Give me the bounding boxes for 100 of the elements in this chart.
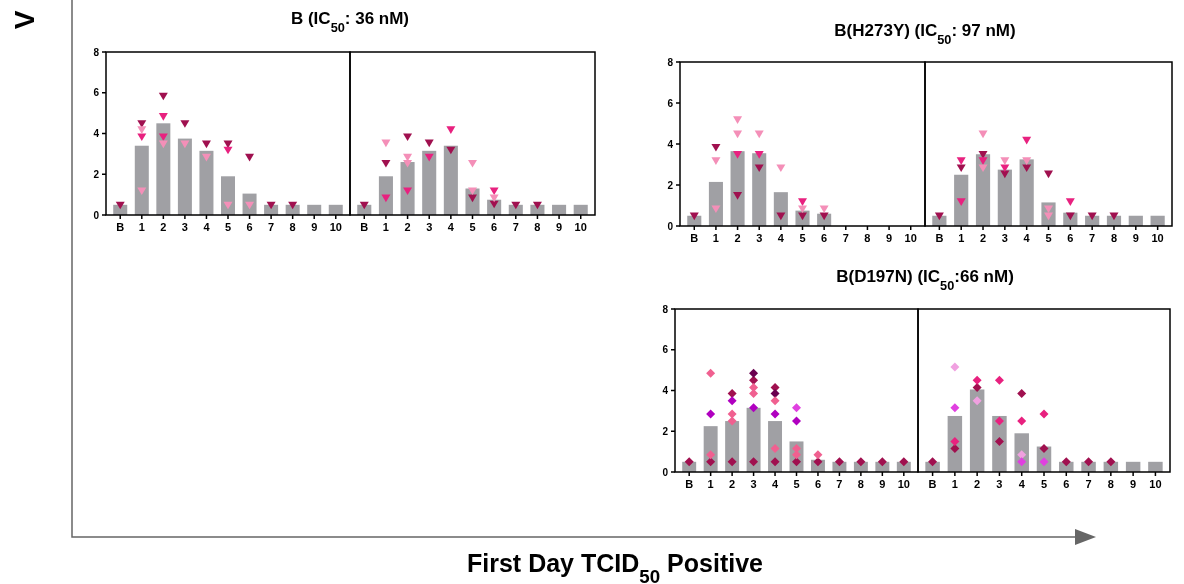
- point: [201, 153, 211, 162]
- x-tick-label: 5: [793, 478, 800, 490]
- x-tick-label: 2: [404, 221, 411, 233]
- bar: [1148, 461, 1163, 472]
- chart-title: B(H273Y) (IC$_{50}$: 97 nM): [834, 21, 1016, 47]
- x-tick-label: 5: [1040, 478, 1048, 490]
- x-tick-label: 7: [842, 232, 849, 244]
- bar: [752, 153, 767, 226]
- x-tick-label: 5: [224, 221, 232, 233]
- point: [1000, 164, 1010, 173]
- x-tick-label: 10: [329, 221, 342, 233]
- point: [137, 120, 147, 128]
- bar: [134, 145, 149, 215]
- x-tick-label: B: [690, 232, 699, 244]
- point: [245, 153, 255, 162]
- y-tick-label: 2: [667, 179, 674, 191]
- chart-title: B(D197N) (IC$_{50}$:66 nM): [836, 267, 1014, 293]
- point: [956, 198, 966, 206]
- x-tick-label: 6: [1063, 478, 1070, 490]
- bar: [975, 154, 991, 226]
- x-tick-label: 4: [771, 478, 779, 490]
- y-tick-label: 0: [662, 466, 669, 478]
- x-tick-label: 3: [996, 478, 1003, 490]
- x-tick-label: 6: [246, 221, 253, 233]
- bar: [708, 181, 723, 226]
- x-tick-label: 7: [836, 478, 843, 490]
- x-tick-label: 1: [382, 221, 389, 233]
- x-tick-label: 1: [712, 232, 719, 244]
- x-tick-label: 2: [160, 221, 167, 233]
- point: [158, 133, 168, 142]
- x-tick-label: 9: [556, 221, 563, 233]
- y-tick-label: 0: [667, 220, 674, 232]
- x-tick-label: 9: [1130, 478, 1137, 490]
- bar: [730, 151, 745, 226]
- y-tick-label: 8: [662, 303, 669, 315]
- bar: [954, 174, 969, 226]
- x-tick-label: 2: [729, 478, 736, 490]
- x-tick-label: 9: [886, 232, 893, 244]
- x-tick-label: 6: [1067, 232, 1074, 244]
- x-tick-label: 10: [904, 232, 917, 244]
- bar: [221, 176, 235, 215]
- bar: [773, 192, 788, 226]
- x-tick-label: B: [360, 221, 369, 233]
- bar: [199, 150, 214, 215]
- y-tick-label: 8: [667, 56, 674, 68]
- bar: [725, 421, 740, 472]
- x-tick-label: 3: [426, 221, 433, 233]
- x-tick-label: 3: [750, 478, 757, 490]
- x-tick-label: 4: [1023, 232, 1031, 244]
- bar: [177, 138, 192, 215]
- point: [1022, 136, 1032, 145]
- x-tick-label: 7: [268, 221, 275, 233]
- y-tick-label: 6: [93, 87, 100, 99]
- x-tick-label: 9: [879, 478, 886, 490]
- bar: [156, 123, 171, 215]
- y-tick-label: 4: [93, 128, 100, 139]
- x-tick-label: 8: [534, 221, 541, 233]
- x-tick-label: B: [116, 221, 125, 233]
- x-tick-label: B: [685, 478, 694, 490]
- bar: [997, 169, 1012, 226]
- x-tick-label: 8: [1110, 232, 1118, 244]
- point: [978, 157, 988, 165]
- bar: [443, 145, 458, 215]
- y-tick-label: 8: [93, 46, 100, 58]
- bar: [969, 389, 985, 472]
- x-tick-label: 2: [974, 478, 981, 490]
- y-tick-label: 6: [667, 97, 674, 109]
- x-tick-label: 4: [777, 232, 785, 244]
- y-tick-label: 6: [662, 344, 669, 356]
- x-tick-label: 9: [1132, 232, 1139, 244]
- x-tick-label: 3: [181, 221, 188, 233]
- bar: [400, 162, 415, 215]
- bar: [992, 415, 1007, 472]
- bar: [1019, 159, 1034, 226]
- y-tick-label: 2: [93, 168, 100, 180]
- x-tick-label: 2: [734, 232, 741, 244]
- y-tick-label: 2: [662, 425, 669, 437]
- x-tick-label: 4: [447, 221, 455, 233]
- x-tick-label: 2: [979, 232, 987, 244]
- x-tick-label: 7: [512, 221, 519, 233]
- x-tick-label: 6: [491, 221, 498, 233]
- x-tick-label: 5: [799, 232, 806, 244]
- y-tick-label: 4: [667, 138, 674, 150]
- x-tick-label: 8: [864, 232, 871, 244]
- x-tick-label: 4: [203, 221, 211, 233]
- x-tick-label: 3: [756, 232, 763, 244]
- x-tick-label: 1: [138, 221, 145, 233]
- x-tick-label: 10: [897, 478, 910, 490]
- point: [956, 164, 966, 173]
- x-tick-label: 6: [821, 232, 828, 244]
- bar: [378, 176, 393, 215]
- y-axis-title: V: [9, 10, 40, 30]
- point: [978, 151, 988, 159]
- x-tick-label: 7: [1085, 478, 1092, 490]
- x-tick-label: B: [935, 232, 944, 244]
- x-tick-label: 5: [469, 221, 476, 233]
- y-tick-label: 4: [662, 385, 669, 396]
- x-axis-title: First Day TCID$_{50}$ Positive: [467, 549, 764, 584]
- x-tick-label: 8: [289, 221, 296, 233]
- x-tick-label: 4: [1018, 478, 1026, 490]
